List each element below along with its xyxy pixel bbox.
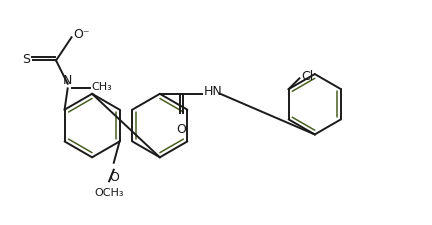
Text: HN: HN (204, 85, 223, 98)
Text: S: S (22, 53, 30, 66)
Text: N: N (63, 74, 73, 87)
Text: OCH₃: OCH₃ (94, 187, 124, 197)
Text: O: O (109, 170, 119, 183)
Text: CH₃: CH₃ (92, 82, 112, 92)
Text: O: O (177, 122, 187, 135)
Text: Cl: Cl (301, 70, 313, 83)
Text: O⁻: O⁻ (73, 28, 89, 41)
